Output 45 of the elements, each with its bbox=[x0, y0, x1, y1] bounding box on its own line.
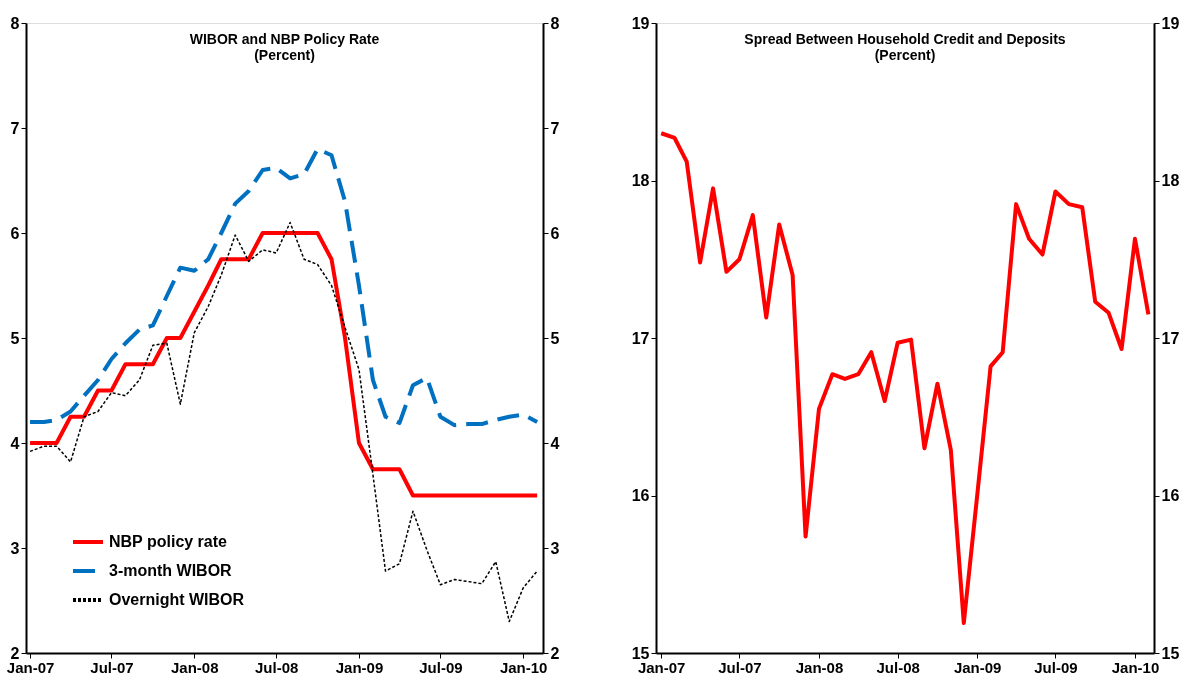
text: (Percent) bbox=[254, 47, 315, 63]
y-tick-label: 16 bbox=[631, 487, 650, 504]
y-tick-label: 19 bbox=[631, 14, 650, 32]
y2-tick-label: 4 bbox=[550, 434, 560, 452]
x-tick-label: Jan-08 bbox=[795, 658, 844, 676]
y2-tick-label: 19 bbox=[1161, 14, 1180, 32]
line-series bbox=[28, 147, 540, 428]
line-series bbox=[29, 221, 538, 623]
y-tick-label: 7 bbox=[10, 119, 20, 137]
x-tick-label: Jul-08 bbox=[255, 658, 299, 676]
y2-tick-label: 5 bbox=[550, 329, 560, 347]
text: Spread Between Household Credit and Deposits bbox=[744, 31, 1066, 47]
y2-tick-label: 3 bbox=[550, 539, 560, 557]
x-tick-label: Jan-10 bbox=[499, 658, 548, 676]
y2-tick-label: 8 bbox=[550, 14, 560, 32]
y2-tick-label: 17 bbox=[1161, 329, 1180, 347]
x-tick-label: Jan-08 bbox=[171, 658, 219, 676]
x-tick-label: Jan-09 bbox=[953, 658, 1002, 676]
x-tick-label: Jan-09 bbox=[335, 658, 384, 676]
y-tick-label: 18 bbox=[631, 172, 650, 189]
x-tick-label: Jul-07 bbox=[718, 658, 762, 676]
y2-tick-label: 18 bbox=[1161, 172, 1180, 189]
y2-tick-label: 16 bbox=[1161, 487, 1180, 504]
y2-tick-label: 2 bbox=[550, 644, 560, 662]
text: (Percent) bbox=[874, 47, 936, 63]
line-series bbox=[28, 231, 540, 498]
x-tick-label: Jul-08 bbox=[876, 658, 920, 676]
y-tick-label: 6 bbox=[10, 224, 20, 242]
x-tick-label: Jan-10 bbox=[1111, 658, 1160, 676]
y-tick-label: 4 bbox=[10, 434, 20, 452]
y2-tick-label: 7 bbox=[550, 119, 560, 137]
legend-label: 3-month WIBOR bbox=[109, 562, 233, 579]
y-tick-label: 5 bbox=[10, 329, 20, 347]
y2-tick-label: 6 bbox=[550, 224, 560, 242]
y-tick-label: 3 bbox=[10, 539, 20, 557]
x-tick-label: Jul-07 bbox=[90, 658, 134, 676]
x-tick-label: Jul-09 bbox=[419, 658, 463, 676]
text: WIBOR and NBP Policy Rate bbox=[189, 31, 380, 47]
line-series bbox=[659, 131, 1151, 626]
y-tick-label: 17 bbox=[631, 329, 650, 347]
x-tick-label: Jul-09 bbox=[1034, 658, 1078, 676]
legend-label: Overnight WIBOR bbox=[109, 591, 245, 608]
y-tick-label: 8 bbox=[10, 14, 20, 32]
y2-tick-label: 15 bbox=[1161, 644, 1180, 662]
legend-label: NBP policy rate bbox=[109, 533, 228, 550]
